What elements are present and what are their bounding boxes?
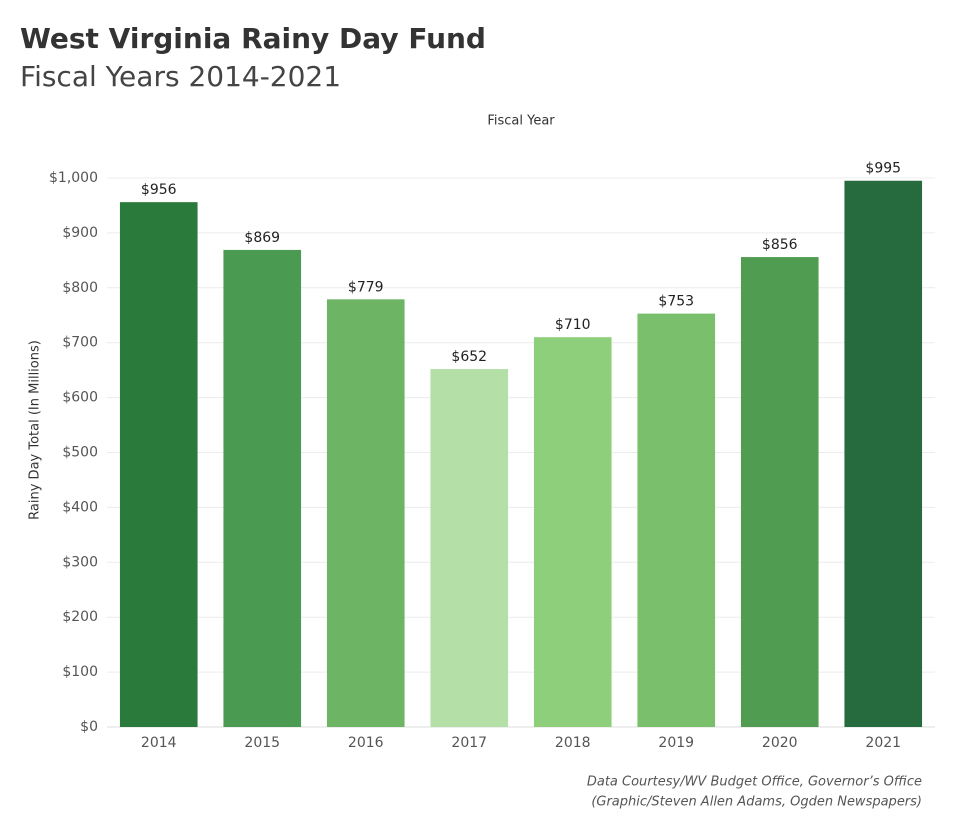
x-tick-label: 2020 <box>762 735 798 751</box>
bar <box>740 257 819 727</box>
value-label: $856 <box>762 237 798 253</box>
y-tick-label: $100 <box>62 664 98 680</box>
value-label: $869 <box>244 230 280 246</box>
x-tick-label: 2021 <box>865 735 901 751</box>
chart-title: West Virginia Rainy Day Fund <box>20 22 486 55</box>
x-tick-label: 2019 <box>658 735 694 751</box>
y-tick-label: $1,000 <box>49 170 98 186</box>
y-tick-label: $200 <box>62 609 98 625</box>
bar <box>430 369 509 727</box>
value-label: $779 <box>348 279 384 295</box>
y-tick-label: $700 <box>62 335 98 351</box>
bar <box>637 313 716 727</box>
y-tick-label: $500 <box>62 445 98 461</box>
bar <box>119 202 198 727</box>
value-label: $710 <box>555 317 591 333</box>
x-tick-label: 2018 <box>555 735 591 751</box>
y-axis-title: Rainy Day Total (In Millions) <box>28 340 43 520</box>
source-note: Data Courtesy/WV Budget Office, Governor… <box>587 775 922 790</box>
y-tick-label: $300 <box>62 554 98 570</box>
y-tick-label: $600 <box>62 390 98 406</box>
bar <box>533 337 612 727</box>
x-tick-label: 2017 <box>451 735 487 751</box>
y-tick-label: $400 <box>62 499 98 515</box>
x-tick-label: 2015 <box>244 735 280 751</box>
bar <box>223 249 302 727</box>
y-tick-label: $0 <box>80 719 98 735</box>
credit-note: (Graphic/Steven Allen Adams, Ogden Newsp… <box>591 795 922 810</box>
value-label: $753 <box>658 294 694 310</box>
value-label: $652 <box>451 349 487 365</box>
x-tick-label: 2014 <box>141 735 177 751</box>
value-label: $956 <box>141 182 177 198</box>
chart-subtitle: Fiscal Years 2014-2021 <box>20 60 341 93</box>
value-label: $995 <box>865 161 901 177</box>
bar <box>326 299 405 727</box>
y-tick-label: $900 <box>62 225 98 241</box>
bar <box>844 180 923 727</box>
y-tick-label: $800 <box>62 280 98 296</box>
x-axis-title: Fiscal Year <box>487 114 555 129</box>
x-tick-label: 2016 <box>348 735 384 751</box>
